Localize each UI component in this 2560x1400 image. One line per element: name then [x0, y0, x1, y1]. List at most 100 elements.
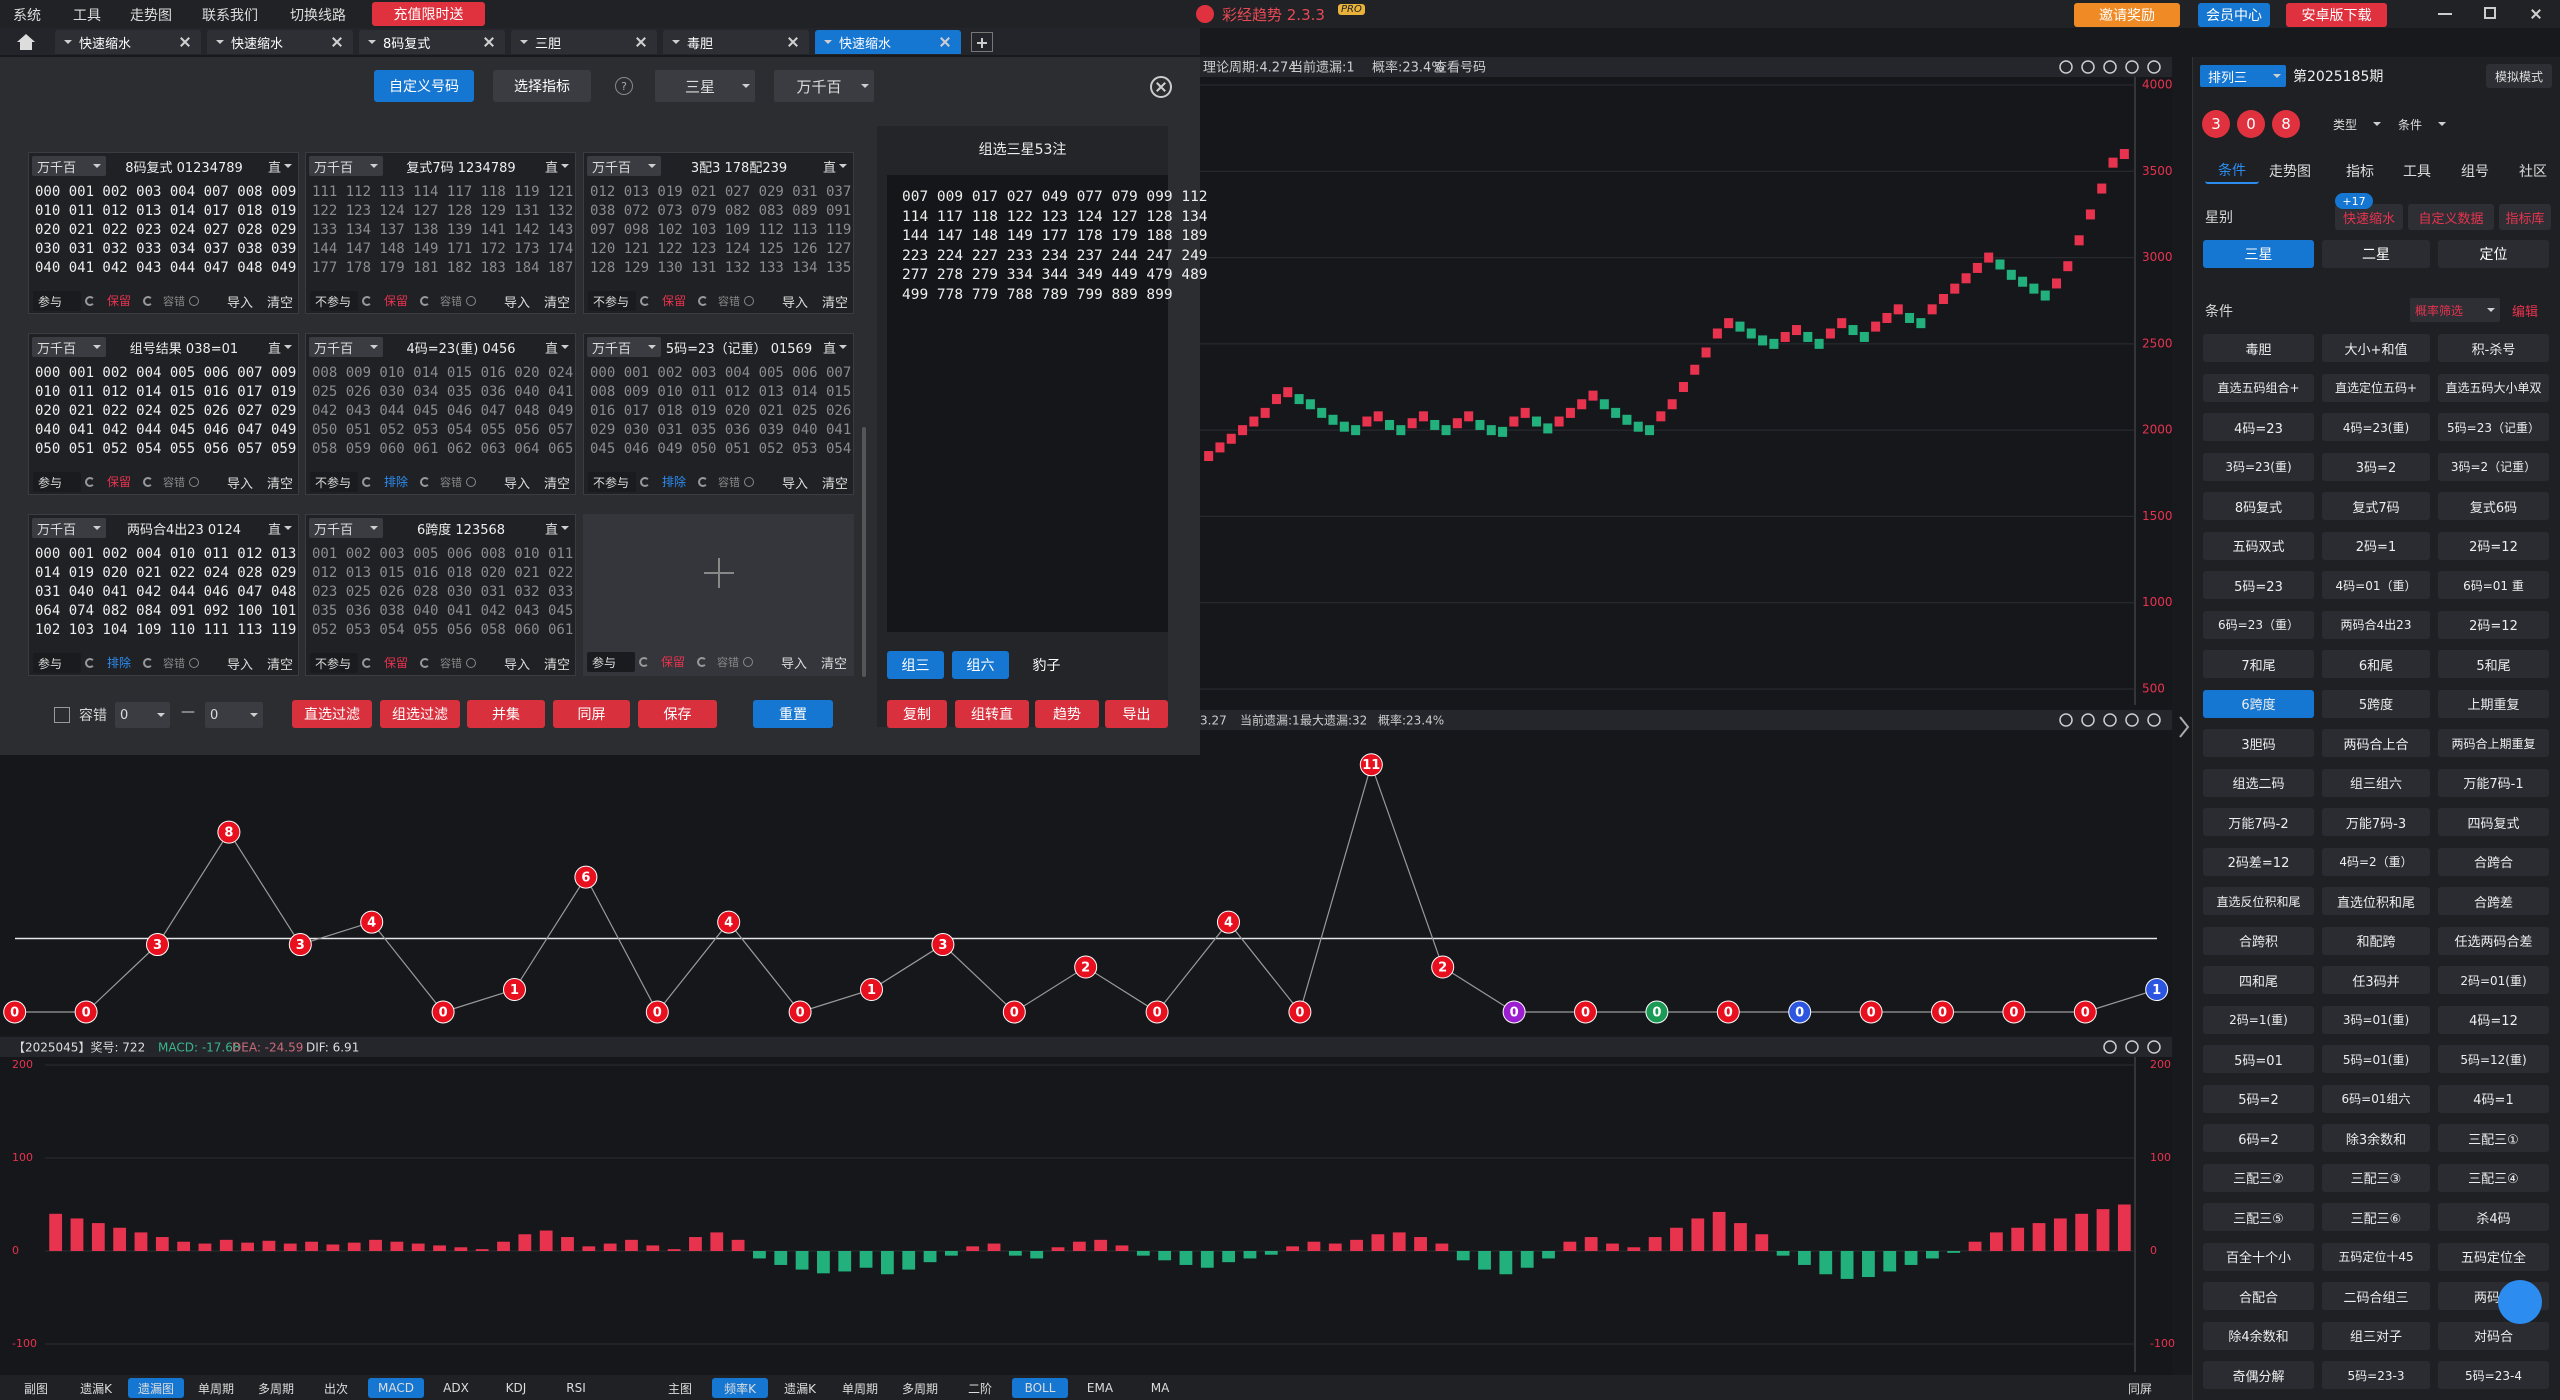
- condition-button[interactable]: 2码=12: [2438, 610, 2549, 639]
- tab[interactable]: 快速缩水: [55, 30, 201, 54]
- kind-select[interactable]: 直: [263, 337, 297, 357]
- clear-button[interactable]: 清空: [544, 658, 571, 673]
- mode-toggle[interactable]: 保留: [662, 294, 687, 308]
- refresh-icon[interactable]: [640, 477, 650, 487]
- join-select[interactable]: 不参与: [310, 653, 358, 673]
- mode-toggle[interactable]: 排除: [384, 475, 409, 489]
- position-select[interactable]: 万千百: [309, 337, 383, 357]
- menu-item[interactable]: 工具: [73, 8, 101, 24]
- join-select[interactable]: 参与: [587, 652, 635, 672]
- refresh-icon[interactable]: [143, 477, 153, 487]
- clear-button[interactable]: 清空: [821, 657, 848, 672]
- refresh-icon[interactable]: [85, 658, 95, 668]
- condition-button[interactable]: 合跨积: [2203, 926, 2314, 955]
- toolbar-button[interactable]: ADX: [443, 1381, 469, 1395]
- condition-button[interactable]: 复式7码: [2322, 492, 2430, 520]
- toolbar-button[interactable]: 频率K: [712, 1378, 768, 1398]
- new-tab[interactable]: [971, 32, 993, 52]
- condition-button[interactable]: 杀4码: [2438, 1203, 2549, 1231]
- condition-button[interactable]: 7和尾: [2203, 650, 2314, 678]
- edit-link[interactable]: 编辑: [2512, 305, 2539, 320]
- tolerance[interactable]: 容错: [440, 476, 476, 489]
- dialog-close[interactable]: [1150, 76, 1172, 98]
- condition-button[interactable]: 4码=12: [2438, 1005, 2549, 1034]
- condition-button[interactable]: 直选反位积和尾: [2203, 887, 2314, 915]
- condition-button[interactable]: 3码=23(重): [2203, 452, 2314, 481]
- kind-select[interactable]: 直: [263, 156, 297, 176]
- filter-select[interactable]: 类型: [2328, 113, 2386, 135]
- condition-button[interactable]: 三配三⑤: [2203, 1203, 2314, 1231]
- import-button[interactable]: 导入: [781, 657, 808, 672]
- tab-close[interactable]: [481, 34, 497, 50]
- kind-select[interactable]: 直: [540, 518, 574, 538]
- position-select[interactable]: 万千百: [587, 337, 661, 357]
- condition-button[interactable]: 组三组六: [2322, 768, 2430, 797]
- minimize[interactable]: [2438, 13, 2452, 15]
- toolbar-button[interactable]: 单周期: [841, 1381, 878, 1396]
- condition-button[interactable]: 万能7码-2: [2203, 808, 2314, 836]
- condition-button[interactable]: 5码=23: [2203, 571, 2314, 599]
- result-tab[interactable]: 组六: [952, 651, 1009, 679]
- toolbar-button[interactable]: 遗漏K: [80, 1381, 112, 1396]
- condition-button[interactable]: 万能7码-3: [2322, 808, 2430, 836]
- tolerance[interactable]: 容错: [718, 476, 754, 489]
- condition-button[interactable]: 5码=01(重): [2322, 1045, 2430, 1073]
- toolbar-button[interactable]: 副图: [23, 1381, 48, 1396]
- condition-button[interactable]: 6码=23（重）: [2203, 610, 2314, 639]
- star-button[interactable]: 二星: [2322, 240, 2430, 268]
- condition-button[interactable]: 百全十个小: [2203, 1242, 2314, 1271]
- condition-button[interactable]: 四码复式: [2438, 808, 2549, 836]
- condition-button[interactable]: 5码=23-3: [2322, 1361, 2430, 1389]
- condition-button[interactable]: 五码双式: [2203, 531, 2314, 560]
- clear-button[interactable]: 清空: [544, 477, 571, 492]
- tolerance[interactable]: 容错: [440, 657, 476, 670]
- import-button[interactable]: 导入: [227, 296, 254, 311]
- result-button[interactable]: 组转直: [955, 700, 1029, 728]
- condition-button[interactable]: 合跨合: [2438, 847, 2549, 876]
- condition-button[interactable]: 2码=12: [2438, 531, 2549, 560]
- mode-button[interactable]: 模拟模式: [2486, 64, 2552, 88]
- refresh-icon[interactable]: [85, 296, 95, 306]
- position-select[interactable]: 万千百: [587, 156, 661, 176]
- toolbar-button[interactable]: MA: [1150, 1381, 1170, 1395]
- mode-toggle[interactable]: 保留: [384, 656, 409, 670]
- condition-button[interactable]: 积-杀号: [2438, 334, 2549, 362]
- tab-close[interactable]: [633, 34, 649, 50]
- toolbar-button[interactable]: 单周期: [197, 1381, 234, 1396]
- import-button[interactable]: 导入: [504, 296, 531, 311]
- tolerance[interactable]: 容错: [718, 295, 754, 308]
- restore[interactable]: [2484, 7, 2496, 19]
- home-tab[interactable]: [14, 32, 38, 52]
- tab[interactable]: 快速缩水: [815, 30, 961, 54]
- condition-button[interactable]: 直选定位五码+: [2322, 373, 2430, 402]
- mode-toggle[interactable]: 保留: [107, 475, 132, 489]
- toolbar-button[interactable]: 遗漏图: [128, 1378, 184, 1398]
- toolbar-button[interactable]: 主图: [667, 1381, 692, 1396]
- tab[interactable]: 毒胆: [663, 30, 809, 54]
- condition-button[interactable]: 万能7码-1: [2438, 768, 2549, 797]
- star-button[interactable]: 定位: [2438, 240, 2549, 268]
- condition-button[interactable]: 6码=01 重: [2438, 571, 2549, 599]
- position-select[interactable]: 万千百: [309, 156, 383, 176]
- dialog-tab[interactable]: 自定义号码: [374, 70, 474, 102]
- condition-button[interactable]: 对码合: [2438, 1321, 2549, 1350]
- lottery-select[interactable]: 排列三: [2200, 65, 2286, 87]
- condition-button[interactable]: 上期重复: [2438, 689, 2549, 718]
- sidebar-tab[interactable]: 条件: [2205, 158, 2259, 184]
- condition-button[interactable]: 复式6码: [2438, 492, 2549, 520]
- refresh-icon[interactable]: [697, 657, 707, 667]
- kind-select[interactable]: 直: [540, 337, 574, 357]
- condition-button[interactable]: 奇偶分解: [2203, 1361, 2314, 1389]
- mode-toggle[interactable]: 排除: [107, 656, 132, 670]
- to-select[interactable]: 0: [205, 702, 263, 728]
- clear-button[interactable]: 清空: [822, 477, 849, 492]
- condition-button[interactable]: 5码=23-4: [2438, 1361, 2549, 1389]
- chat-icon[interactable]: [2498, 1280, 2542, 1324]
- condition-button[interactable]: 任3码并: [2322, 966, 2430, 994]
- toolbar-button[interactable]: BOLL: [1012, 1378, 1068, 1398]
- condition-button[interactable]: 4码=2（重）: [2322, 847, 2430, 876]
- toolbar-button[interactable]: 多周期: [257, 1381, 294, 1396]
- toolbar-button[interactable]: RSI: [566, 1381, 586, 1395]
- condition-button[interactable]: 2码=01(重): [2438, 966, 2549, 994]
- footer-button[interactable]: 直选过滤: [292, 700, 372, 728]
